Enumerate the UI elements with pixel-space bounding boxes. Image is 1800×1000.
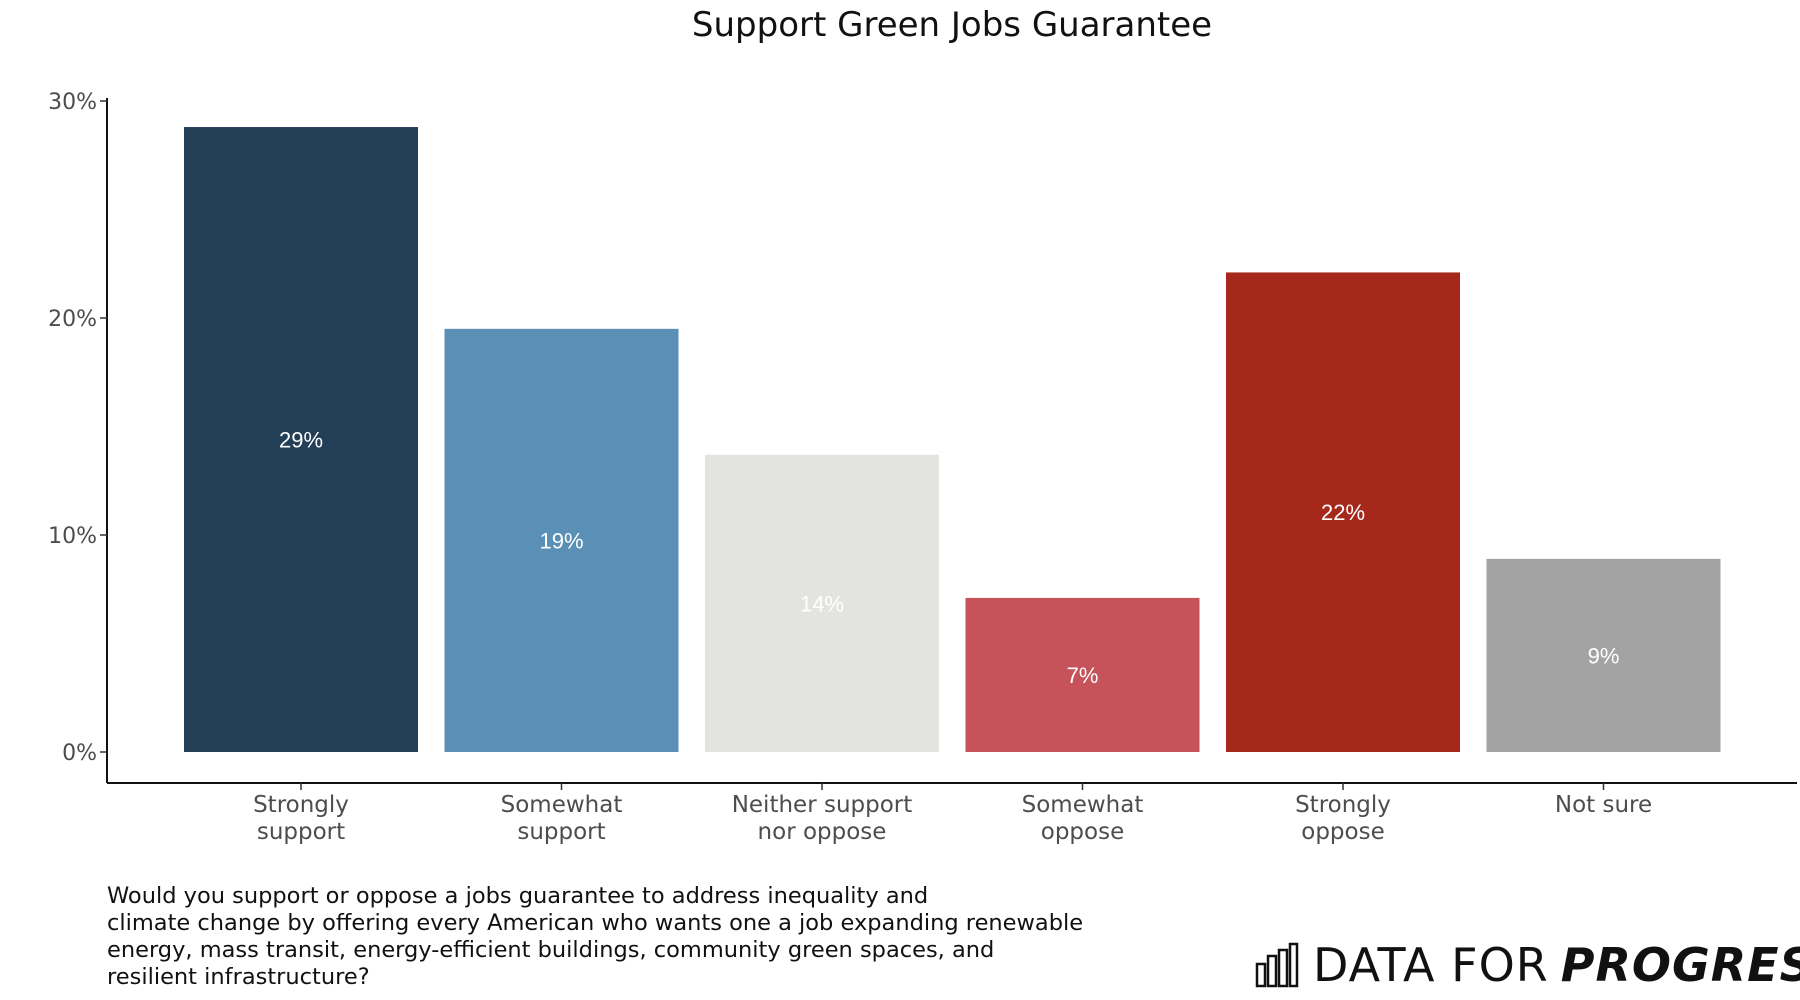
data-label-0: 29% [279, 428, 323, 453]
data-label-1: 19% [539, 528, 583, 553]
bar-5 [1486, 558, 1721, 752]
chart-title: Support Green Jobs Guarantee [692, 5, 1212, 45]
logo-wordmark: DATA FORPROGRESS [1313, 938, 1800, 992]
x-tick-label-1: Somewhat support [501, 792, 623, 845]
logo-text-light: DATA FOR [1313, 938, 1549, 992]
bar-chart-icon [1255, 942, 1299, 988]
bar-0 [184, 127, 418, 753]
bars-layer [184, 127, 1721, 753]
x-tick-label-0: Strongly support [253, 792, 349, 845]
bar-1 [444, 328, 679, 752]
bar-2 [705, 454, 939, 752]
data-labels-layer: 29% 19% 14% 7% 22% 9% [279, 428, 1619, 688]
survey-question: Would you support or oppose a jobs guara… [107, 883, 1084, 990]
data-label-2: 14% [800, 591, 844, 616]
data-label-4: 22% [1321, 500, 1365, 525]
data-label-3: 7% [1067, 663, 1099, 688]
y-ticks-layer: 0% 10% 20% 30% [48, 90, 107, 766]
axes-layer [106, 98, 1797, 784]
x-tick-label-4: Strongly oppose [1295, 792, 1391, 845]
x-tick-label-3: Somewhat oppose [1022, 792, 1144, 845]
data-label-5: 9% [1588, 643, 1620, 668]
logo-text-bold: PROGRESS [1560, 938, 1800, 992]
y-tick-label-2: 20% [48, 307, 97, 332]
x-tick-label-2: Neither support nor oppose [732, 792, 913, 845]
y-tick-label-1: 10% [48, 524, 97, 549]
y-tick-label-0: 0% [62, 741, 97, 766]
bar-3 [965, 597, 1200, 752]
x-ticks-layer: Strongly support Somewhat support Neither su… [253, 783, 1652, 845]
bar-4 [1226, 272, 1460, 752]
x-tick-label-5: Not sure [1555, 792, 1652, 818]
data-for-progress-logo: DATA FORPROGRESS [1255, 935, 1800, 995]
y-tick-label-3: 30% [48, 90, 97, 115]
